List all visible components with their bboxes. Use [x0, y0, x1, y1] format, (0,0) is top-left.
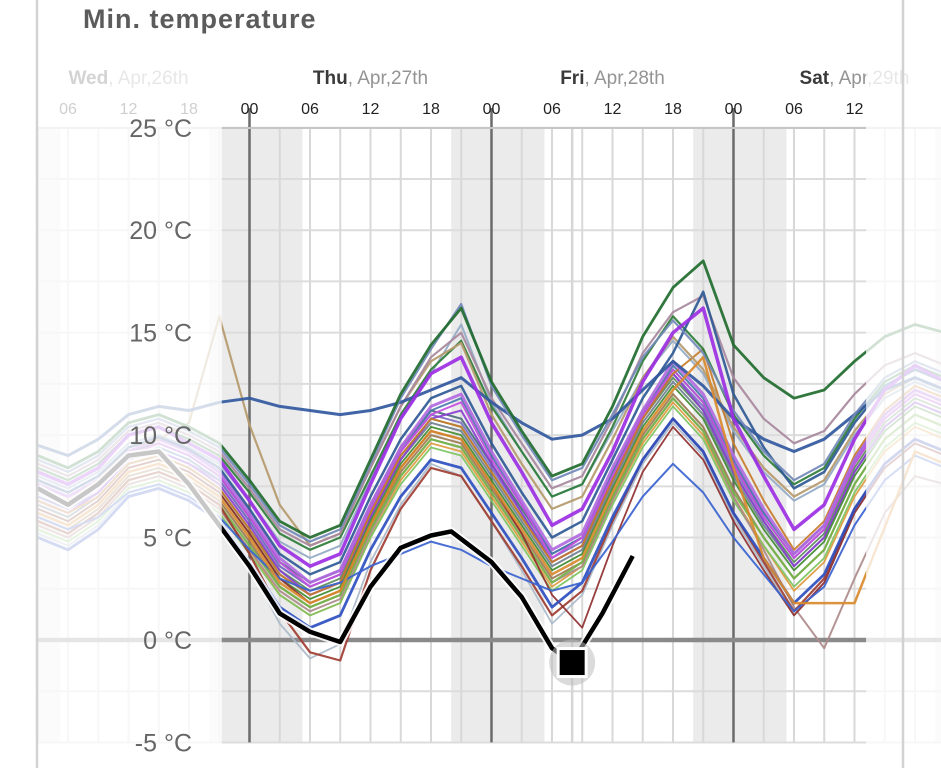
hour-label: 12 [604, 101, 622, 118]
day-label: Thu, Apr,27th [313, 68, 428, 89]
y-axis-label: -5 °C [135, 729, 192, 757]
y-axis-label: 10 °C [129, 422, 192, 450]
hour-label: 00 [241, 101, 259, 118]
y-axis-label: 15 °C [129, 320, 192, 348]
hour-label: 18 [664, 101, 682, 118]
chart-title: Min. temperature [83, 4, 317, 34]
y-axis-label: 20 °C [129, 217, 192, 245]
hour-label: 00 [725, 101, 743, 118]
hour-label: 06 [785, 101, 803, 118]
hour-label: 18 [422, 101, 440, 118]
y-axis-label: 0 °C [143, 627, 192, 655]
hour-label: 12 [362, 101, 380, 118]
hour-label: 00 [483, 101, 501, 118]
selected-point-marker[interactable] [556, 647, 588, 679]
hour-label: 06 [543, 101, 561, 118]
y-axis-label: 5 °C [143, 525, 192, 553]
hour-label: 12 [846, 101, 864, 118]
past-fade-overlay [0, 46, 222, 768]
hour-label: 06 [301, 101, 319, 118]
y-axis-label: 25 °C [129, 115, 192, 143]
day-label: Fri, Apr,28th [560, 68, 665, 89]
